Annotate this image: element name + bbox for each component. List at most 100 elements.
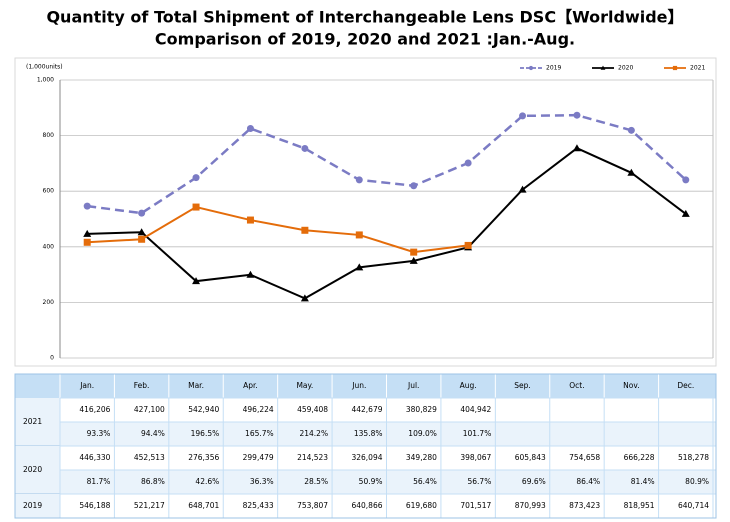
marker	[682, 176, 690, 184]
table-header: Jul.	[407, 381, 419, 390]
table-cell: 81.4%	[631, 477, 655, 486]
table-cell: 135.8%	[354, 429, 383, 438]
y-tick-label: 200	[43, 299, 55, 306]
y-tick-label: 1,000	[37, 77, 54, 84]
table-cell: 86.4%	[576, 477, 600, 486]
y-axis-label: (1,000units)	[26, 64, 63, 71]
marker	[410, 182, 418, 190]
table-cell: 80.9%	[685, 477, 709, 486]
legend-label: 2021	[690, 65, 705, 72]
marker	[681, 209, 690, 217]
table-cell: 28.5%	[304, 477, 328, 486]
table-cell: 701,517	[460, 501, 491, 510]
table-cell: 542,940	[188, 405, 219, 414]
series-line	[87, 113, 687, 215]
table-cell: 870,993	[515, 501, 546, 510]
marker	[355, 263, 364, 271]
marker	[137, 228, 146, 236]
series-line	[87, 147, 687, 300]
table-cell: 36.3%	[250, 477, 274, 486]
table-cell: 93.3%	[87, 429, 111, 438]
marker	[83, 202, 91, 210]
table-cell: 56.4%	[413, 477, 437, 486]
marker	[627, 168, 636, 176]
marker	[301, 144, 309, 152]
table-cell: 446,330	[79, 453, 110, 462]
table-cell: 452,513	[134, 453, 165, 462]
legend-marker	[528, 65, 534, 71]
table-header-bg	[15, 374, 716, 398]
table-header: Nov.	[623, 381, 639, 390]
table-header: Jun.	[351, 381, 366, 390]
marker	[355, 231, 363, 239]
table-cell: 94.4%	[141, 429, 165, 438]
table-cell: 398,067	[460, 453, 491, 462]
table-cell: 81.7%	[87, 477, 111, 486]
table-cell: 214.2%	[299, 429, 328, 438]
table-cell: 518,278	[678, 453, 709, 462]
marker	[518, 185, 527, 193]
marker	[355, 176, 363, 184]
marker	[83, 238, 91, 246]
marker	[192, 277, 201, 285]
table-cell: 753,807	[297, 501, 328, 510]
marker	[138, 235, 146, 243]
table-cell: 101.7%	[463, 429, 492, 438]
table-cell: 640,866	[351, 501, 382, 510]
table-label-bg	[15, 494, 60, 518]
table-cell: 196.5%	[191, 429, 220, 438]
table-cell: 546,188	[79, 501, 110, 510]
marker	[246, 270, 255, 278]
table-cell: 380,829	[406, 405, 437, 414]
table-cell: 165.7%	[245, 429, 274, 438]
table-cell: 326,094	[351, 453, 382, 462]
legend-label: 2020	[618, 65, 633, 72]
marker	[572, 144, 581, 152]
chart-frame	[14, 57, 717, 367]
table-cell: 42.6%	[195, 477, 219, 486]
legend-label: 2019	[546, 65, 561, 72]
table-header: Feb.	[134, 381, 150, 390]
marker	[246, 216, 254, 224]
table-row-label: 2021	[23, 417, 42, 426]
table-cell: 640,714	[678, 501, 709, 510]
table-header: Jan.	[79, 381, 94, 390]
marker	[409, 256, 418, 264]
table-cell: 276,356	[188, 453, 219, 462]
table-header: Aug.	[460, 381, 477, 390]
chart-title: Quantity of Total Shipment of Interchang…	[46, 8, 683, 27]
table-header: Dec.	[677, 381, 694, 390]
table-border	[14, 373, 717, 519]
table-label-bg	[15, 398, 60, 446]
legend-marker	[600, 65, 606, 70]
marker	[410, 248, 418, 256]
table-cell: 404,942	[460, 405, 491, 414]
table-cell: 521,217	[134, 501, 165, 510]
marker	[246, 125, 254, 133]
table-cell: 825,433	[243, 501, 274, 510]
marker	[464, 159, 472, 167]
table-row-label: 2020	[23, 465, 42, 474]
table-cell: 496,224	[243, 405, 274, 414]
table-cell: 605,843	[515, 453, 546, 462]
table-cell: 56.7%	[468, 477, 492, 486]
y-tick-label: 600	[43, 188, 55, 195]
table-cell: 427,100	[134, 405, 165, 414]
table-header: Sep.	[514, 381, 531, 390]
table-cell: 69.6%	[522, 477, 546, 486]
table-cell: 666,228	[624, 453, 655, 462]
marker	[301, 226, 309, 234]
table-cell: 416,206	[79, 405, 110, 414]
chart-subtitle: Comparison of 2019, 2020 and 2021 :Jan.-…	[155, 30, 575, 49]
legend-marker	[672, 65, 678, 71]
table-label-bg	[15, 446, 60, 494]
marker	[192, 174, 200, 182]
marker	[573, 111, 581, 119]
table-cell: 299,479	[243, 453, 274, 462]
y-tick-label: 400	[43, 243, 55, 250]
table-cell: 349,280	[406, 453, 437, 462]
table-cell: 818,951	[624, 501, 655, 510]
table-header: Mar.	[188, 381, 204, 390]
table-cell: 619,680	[406, 501, 437, 510]
